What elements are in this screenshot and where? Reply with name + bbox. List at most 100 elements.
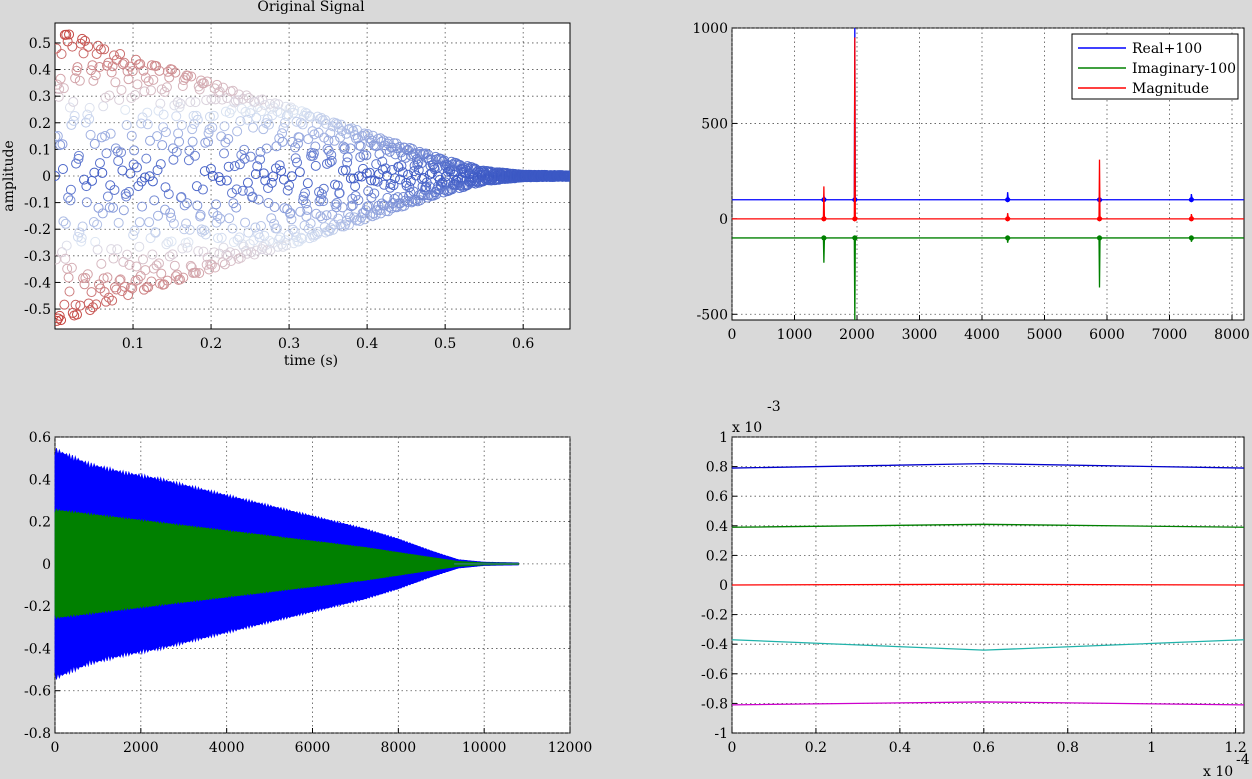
signal-point	[313, 226, 324, 237]
y-tick-label: 0.2	[29, 116, 51, 132]
series-line	[731, 701, 1245, 706]
signal-point	[196, 75, 207, 86]
signal-point	[349, 212, 360, 223]
signal-point	[271, 223, 282, 234]
signal-point	[175, 98, 186, 109]
signal-point	[258, 168, 269, 179]
signal-point	[184, 145, 195, 156]
signal-point	[145, 135, 156, 146]
x-tick-label: 0.2	[805, 740, 827, 756]
x-axis-label: time (s)	[284, 353, 338, 369]
signal-point	[68, 115, 79, 126]
y-tick-label: -0.8	[24, 726, 51, 742]
signal-point	[216, 232, 227, 243]
signal-point	[169, 260, 180, 271]
signal-point	[237, 185, 248, 196]
signal-point	[229, 161, 240, 172]
signal-point	[197, 184, 208, 195]
signal-point	[163, 189, 174, 200]
signal-point	[241, 90, 252, 101]
signal-point	[172, 97, 183, 108]
signal-point	[300, 187, 311, 198]
y-tick-label: 0.1	[29, 142, 51, 158]
x-tick-label: 1000	[777, 327, 813, 343]
signal-point	[59, 299, 70, 310]
y-tick-label: 0.2	[706, 548, 728, 564]
signal-point	[391, 138, 402, 149]
series-peak-marker	[1005, 216, 1011, 222]
signal-point	[298, 195, 309, 206]
y-tick-label: -0.4	[701, 637, 728, 653]
signal-point	[204, 111, 215, 122]
signal-point	[292, 138, 303, 149]
signal-point	[278, 123, 289, 134]
signal-point	[81, 181, 92, 192]
signal-point	[89, 167, 100, 178]
signal-point	[262, 245, 273, 256]
signal-point	[68, 96, 79, 107]
y-tick-label: 0.8	[706, 460, 728, 476]
signal-point	[144, 217, 155, 228]
signal-point	[232, 126, 243, 137]
y-tick-label: -0.4	[24, 641, 51, 657]
signal-point	[55, 313, 64, 324]
signal-point	[346, 123, 357, 134]
signal-point	[358, 150, 369, 161]
signal-point	[301, 108, 312, 119]
signal-point	[204, 124, 215, 135]
signal-point	[289, 226, 300, 237]
x-tick-label: 0.4	[889, 740, 911, 756]
signal-point	[77, 221, 88, 232]
signal-point	[108, 253, 119, 264]
signal-point	[178, 272, 189, 283]
signal-point	[155, 98, 166, 109]
signal-point	[99, 44, 110, 55]
signal-point	[253, 194, 264, 205]
signal-point	[95, 44, 106, 55]
x-tick-label: 3000	[902, 327, 938, 343]
signal-point	[348, 173, 359, 184]
x-tick-label: 1	[1147, 740, 1156, 756]
signal-point	[160, 127, 171, 138]
signal-point	[350, 181, 361, 192]
signal-point	[223, 133, 234, 144]
signal-point	[149, 195, 160, 206]
signal-point	[255, 154, 266, 165]
signal-point	[334, 188, 345, 199]
signal-point	[140, 72, 151, 83]
signal-point	[314, 196, 325, 207]
zoom-panel: x 10 -3 x 10 -4 0 0.2 0.4 0.6 0.8 1 1.2 -1 -0.8 -…	[701, 399, 1250, 779]
signal-point	[426, 167, 437, 178]
signal-point	[321, 210, 332, 221]
signal-point	[135, 59, 146, 70]
signal-point	[102, 272, 113, 283]
signal-point	[289, 104, 300, 115]
signal-point	[207, 122, 218, 133]
signal-point	[360, 130, 371, 141]
signal-point	[313, 127, 324, 138]
signal-point	[167, 249, 178, 260]
signal-point	[277, 136, 288, 147]
signal-point	[160, 204, 171, 215]
signal-point	[331, 202, 342, 213]
signal-point	[148, 263, 159, 274]
signal-point	[366, 175, 377, 186]
signal-point	[76, 232, 87, 243]
y-exponent-power: -3	[767, 399, 781, 415]
signal-point	[376, 136, 387, 147]
y-exponent-label: x 10	[732, 420, 762, 436]
signal-point	[318, 183, 329, 194]
signal-point	[134, 241, 145, 252]
signal-point	[145, 85, 156, 96]
signal-point	[203, 128, 214, 139]
signal-point	[335, 219, 346, 230]
signal-point	[211, 217, 222, 228]
legend-label: Real+100	[1132, 41, 1202, 57]
signal-point	[65, 184, 76, 195]
series-line	[731, 462, 1245, 469]
signal-point	[223, 161, 234, 172]
signal-point	[357, 130, 368, 141]
signal-point	[318, 196, 329, 207]
signal-point	[166, 212, 177, 223]
series-peak-marker	[821, 235, 827, 241]
